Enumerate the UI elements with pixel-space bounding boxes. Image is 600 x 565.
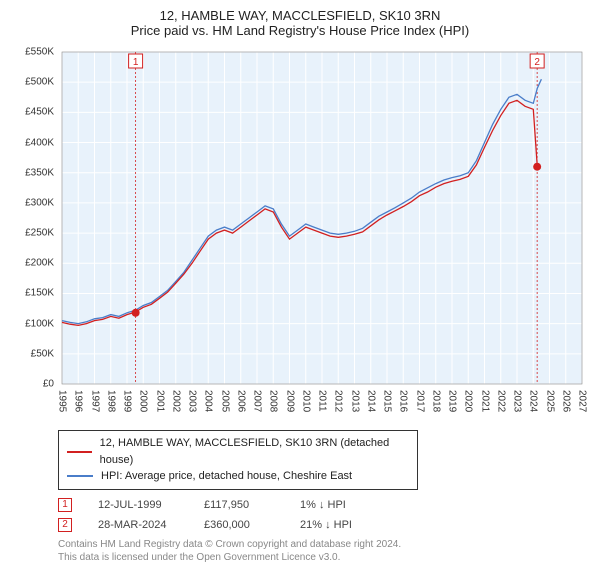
ytick-label: £450K (25, 107, 54, 118)
xtick-label: 2013 (349, 390, 360, 412)
ytick-label: £200K (25, 258, 54, 269)
footnote-line-1: Contains HM Land Registry data © Crown c… (58, 538, 588, 552)
point-delta-1: 1% ↓ HPI (300, 499, 346, 511)
ytick-label: £50K (31, 348, 54, 359)
xtick-label: 2007 (252, 390, 263, 412)
xtick-label: 1997 (89, 390, 100, 412)
points-table: 1 12-JUL-1999 £117,950 1% ↓ HPI 2 28-MAR… (58, 498, 588, 532)
xtick-label: 2002 (170, 390, 181, 412)
xtick-label: 2009 (284, 390, 295, 412)
chart-title: 12, HAMBLE WAY, MACCLESFIELD, SK10 3RN (12, 8, 588, 23)
chart: 12 £0£50K£100K£150K£200K£250K£300K£350K£… (12, 46, 588, 426)
xtick-label: 2024 (528, 390, 539, 412)
chart-svg: 12 (12, 46, 588, 426)
xtick-label: 2008 (268, 390, 279, 412)
ytick-label: £550K (25, 47, 54, 58)
point-date-2: 28-MAR-2024 (98, 519, 178, 531)
point-row-1: 1 12-JUL-1999 £117,950 1% ↓ HPI (58, 498, 588, 512)
xtick-label: 2001 (154, 390, 165, 412)
xtick-label: 1999 (122, 390, 133, 412)
legend-label-2: HPI: Average price, detached house, Ches… (101, 468, 352, 485)
point-price-2: £360,000 (204, 519, 274, 531)
svg-text:2: 2 (534, 57, 540, 68)
xtick-label: 2023 (512, 390, 523, 412)
xtick-label: 1995 (57, 390, 68, 412)
xtick-label: 2010 (300, 390, 311, 412)
chart-subtitle: Price paid vs. HM Land Registry's House … (12, 23, 588, 38)
point-marker-1: 1 (58, 498, 72, 512)
point-date-1: 12-JUL-1999 (98, 499, 178, 511)
xtick-label: 1998 (105, 390, 116, 412)
xtick-label: 2018 (430, 390, 441, 412)
point-price-1: £117,950 (204, 499, 274, 511)
ytick-label: £300K (25, 197, 54, 208)
legend-swatch-2 (67, 475, 93, 477)
point-row-2: 2 28-MAR-2024 £360,000 21% ↓ HPI (58, 518, 588, 532)
legend-row-2: HPI: Average price, detached house, Ches… (67, 468, 409, 485)
legend: 12, HAMBLE WAY, MACCLESFIELD, SK10 3RN (… (58, 430, 418, 490)
footnote-line-2: This data is licensed under the Open Gov… (58, 551, 588, 565)
xtick-label: 2004 (203, 390, 214, 412)
ytick-label: £500K (25, 77, 54, 88)
ytick-label: £0 (43, 379, 54, 390)
ytick-label: £100K (25, 318, 54, 329)
xtick-label: 2011 (317, 390, 328, 412)
ytick-label: £350K (25, 167, 54, 178)
xtick-label: 1996 (73, 390, 84, 412)
legend-label-1: 12, HAMBLE WAY, MACCLESFIELD, SK10 3RN (… (100, 435, 409, 468)
xtick-label: 2021 (479, 390, 490, 412)
point-delta-2: 21% ↓ HPI (300, 519, 352, 531)
xtick-label: 2022 (495, 390, 506, 412)
xtick-label: 2014 (365, 390, 376, 412)
svg-text:1: 1 (133, 57, 139, 68)
legend-swatch-1 (67, 451, 92, 453)
xtick-label: 2027 (577, 390, 588, 412)
ytick-label: £250K (25, 228, 54, 239)
xtick-label: 2012 (333, 390, 344, 412)
xtick-label: 2025 (544, 390, 555, 412)
xtick-label: 2020 (463, 390, 474, 412)
xtick-label: 2006 (235, 390, 246, 412)
xtick-label: 2015 (382, 390, 393, 412)
footnote: Contains HM Land Registry data © Crown c… (58, 538, 588, 565)
xtick-label: 2026 (560, 390, 571, 412)
xtick-label: 2003 (187, 390, 198, 412)
legend-row-1: 12, HAMBLE WAY, MACCLESFIELD, SK10 3RN (… (67, 435, 409, 468)
xtick-label: 2000 (138, 390, 149, 412)
xtick-label: 2016 (398, 390, 409, 412)
xtick-label: 2017 (414, 390, 425, 412)
point-marker-2: 2 (58, 518, 72, 532)
ytick-label: £150K (25, 288, 54, 299)
xtick-label: 2019 (447, 390, 458, 412)
ytick-label: £400K (25, 137, 54, 148)
xtick-label: 2005 (219, 390, 230, 412)
